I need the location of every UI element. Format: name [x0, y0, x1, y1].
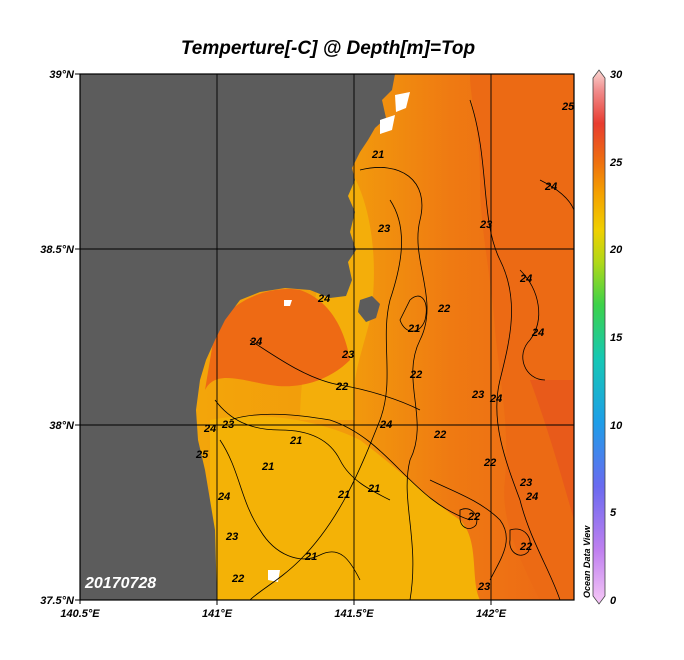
contour-label: 24	[249, 336, 262, 348]
lat-tick-label: 38.5°N	[40, 244, 75, 256]
colorbar-tick: 20	[609, 244, 623, 256]
contour-label: 22	[335, 381, 348, 393]
contour-label: 21	[367, 483, 380, 495]
contour-label: 24	[203, 423, 216, 435]
contour-label: 24	[519, 273, 532, 285]
contour-label: 24	[544, 181, 557, 193]
contour-label: 22	[231, 573, 244, 585]
contour-label: 22	[519, 541, 532, 553]
contour-label: 22	[433, 429, 446, 441]
lon-tick-label: 141.5°E	[334, 608, 374, 620]
credit-label: Ocean Data View	[582, 525, 592, 598]
contour-label: 24	[317, 293, 330, 305]
graticule	[80, 74, 574, 600]
lat-axis: 39°N 38.5°N 38°N 37.5°N	[40, 69, 75, 607]
contour-label: 25	[561, 101, 575, 113]
contour-label: 22	[437, 303, 450, 315]
contour-lines	[214, 99, 574, 600]
lat-tick-label: 39°N	[49, 69, 75, 81]
contour-label: 21	[261, 461, 274, 473]
contour-label: 21	[304, 551, 317, 563]
lon-tick-label: 141°E	[202, 608, 233, 620]
contour-label: 22	[409, 369, 422, 381]
contour-label: 21	[371, 149, 384, 161]
map-area: 21 23 24 24 25 23 24 24 22 21 23 24 22 2…	[80, 74, 575, 600]
contour-label: 24	[525, 491, 538, 503]
contour-label: 23	[519, 477, 532, 489]
contour-label-group: 21 23 24 24 25 23 24 24 22 21 23 24 22 2…	[195, 101, 575, 593]
contour-label: 21	[337, 489, 350, 501]
colorbar-tick: 25	[609, 157, 623, 169]
lon-axis: 140.5°E 141°E 141.5°E 142°E	[60, 608, 506, 620]
colorbar: 30 25 20 15 10 5 0	[592, 69, 623, 607]
missing-data-patch	[395, 92, 410, 112]
contour-label: 23	[225, 531, 238, 543]
frame-ticks	[75, 73, 492, 605]
contour-label: 23	[477, 581, 490, 593]
colorbar-tick: 15	[610, 332, 623, 344]
lon-tick-label: 140.5°E	[60, 608, 100, 620]
contour-label: 23	[377, 223, 390, 235]
warm-bay	[205, 289, 350, 390]
lat-tick-label: 38°N	[49, 420, 75, 432]
contour-label: 23	[471, 389, 484, 401]
land-mass	[80, 74, 395, 600]
contour-label: 24	[217, 491, 230, 503]
contour-label: 25	[195, 449, 209, 461]
colorbar-tick: 5	[610, 507, 617, 519]
map-title: Temperture[-C] @ Depth[m]=Top	[181, 38, 475, 59]
missing-data-patch	[284, 300, 292, 306]
colorbar-strip	[592, 69, 606, 605]
lat-tick-label: 37.5°N	[40, 595, 75, 607]
contour-label: 24	[489, 393, 502, 405]
date-stamp: 20170728	[84, 575, 156, 592]
missing-data-patch	[268, 570, 280, 582]
contour-label: 22	[483, 457, 496, 469]
contour-label: 23	[479, 219, 492, 231]
contour-label: 23	[341, 349, 354, 361]
contour-label: 22	[467, 511, 480, 523]
warm-water-southeast	[530, 380, 574, 520]
contour-label: 21	[407, 323, 420, 335]
island	[358, 296, 380, 322]
contour-label: 21	[289, 435, 302, 447]
warm-water-east	[470, 74, 574, 600]
contour-label: 24	[531, 327, 544, 339]
colorbar-tick: 0	[610, 595, 617, 607]
colorbar-tick: 10	[610, 420, 623, 432]
missing-data-patch	[380, 115, 395, 134]
lon-tick-label: 142°E	[476, 608, 507, 620]
colorbar-tick: 30	[610, 69, 623, 81]
